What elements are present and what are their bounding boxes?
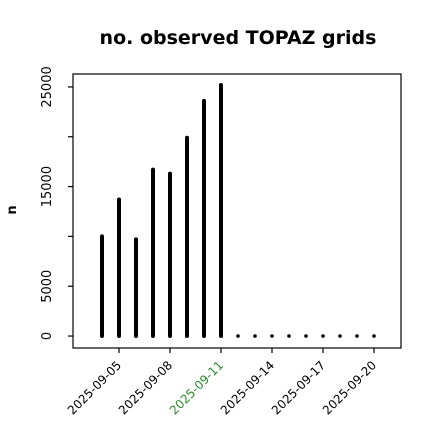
x-tick-label: 2025-09-14	[218, 358, 277, 417]
bars	[100, 82, 376, 339]
y-axis-label: n	[5, 205, 20, 214]
bar	[270, 334, 274, 338]
x-tick-label: 2025-09-08	[116, 358, 175, 417]
x-axis: 2025-09-052025-09-082025-09-112025-09-14…	[65, 348, 379, 417]
bar	[253, 334, 257, 338]
y-tick-label: 0	[40, 332, 55, 340]
bar	[338, 334, 342, 338]
y-tick-label: 5000	[40, 270, 55, 303]
y-tick-label: 15000	[40, 166, 55, 207]
x-tick-label: 2025-09-11	[167, 358, 226, 417]
bar	[287, 334, 291, 338]
bar	[355, 334, 359, 338]
y-axis: 0 5000 15000 25000	[40, 66, 73, 340]
chart-title: no. observed TOPAZ grids	[100, 27, 377, 49]
bar	[304, 334, 308, 338]
bar	[372, 334, 376, 338]
x-tick-label: 2025-09-05	[65, 358, 124, 417]
x-tick-label: 2025-09-20	[320, 358, 379, 417]
bar	[236, 334, 240, 338]
x-tick-label: 2025-09-17	[269, 358, 328, 417]
bar	[321, 334, 325, 338]
y-tick-label: 25000	[40, 66, 55, 107]
plot-frame	[72, 73, 402, 349]
